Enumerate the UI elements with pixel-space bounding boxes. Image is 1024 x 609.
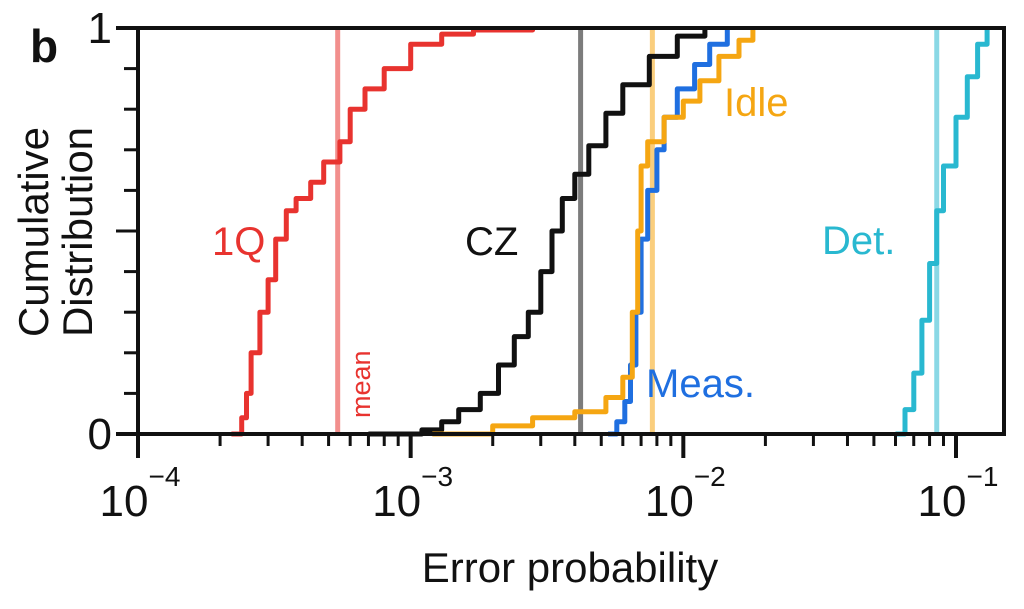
series-line-1 <box>368 28 708 437</box>
series-line-2 <box>608 28 730 437</box>
x-tick-exponent-2: −2 <box>694 461 726 492</box>
y-tick-label-1: 1 <box>88 4 112 53</box>
y-tick-label-0: 0 <box>88 410 112 459</box>
mean-annotation: mean <box>346 350 376 418</box>
panel-label: b <box>30 20 58 72</box>
y-axis-title-line-2: Distribution <box>54 127 101 337</box>
mean-annotation-text: mean <box>346 350 376 418</box>
series-label-cz: CZ <box>465 220 518 264</box>
series-label-meas: Meas. <box>646 362 755 406</box>
y-axis-title-line-1: Cumulative <box>10 127 57 337</box>
series-line-3 <box>432 28 756 437</box>
series-label-1q: 1Q <box>212 220 265 264</box>
series-label-idle: Idle <box>724 81 789 125</box>
series-line-0 <box>231 27 536 437</box>
x-axis-title: Error probability <box>422 544 718 591</box>
y-axis-title: Cumulative Distribution <box>10 127 101 337</box>
x-tick-exponent-1: −3 <box>421 461 453 492</box>
x-tick-exponent-3: −1 <box>966 461 998 492</box>
series-line-4 <box>895 28 990 437</box>
series-label-det: Det. <box>822 219 895 263</box>
x-tick-exponent-0: −4 <box>149 461 181 492</box>
series-curves <box>231 27 990 437</box>
